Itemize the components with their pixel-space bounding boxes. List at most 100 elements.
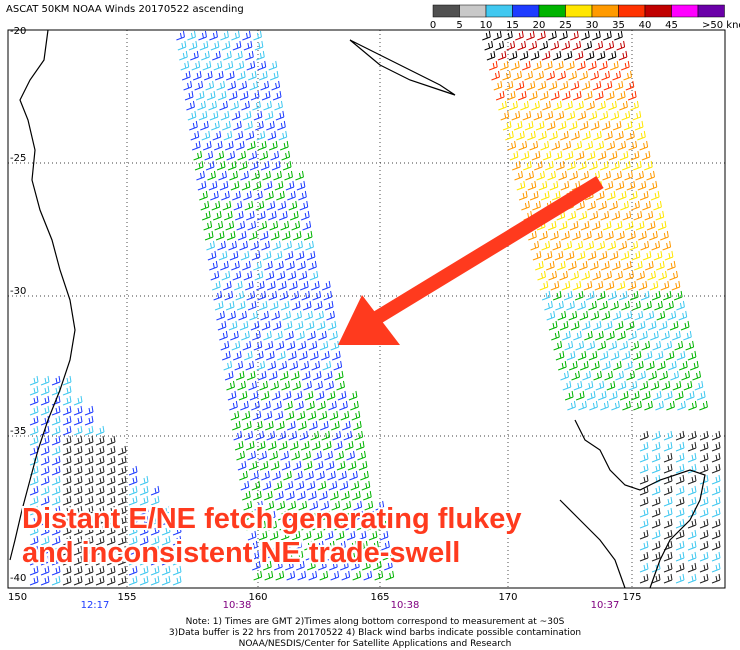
wind-barb [172,555,182,566]
wind-barb [200,200,210,211]
wind-barb [40,505,50,516]
wind-barb [246,370,256,381]
wind-barb [601,260,610,271]
wind-barb [51,555,61,566]
wind-barb [581,80,591,91]
wind-barb [139,575,149,586]
wind-barb [583,90,593,101]
wind-barb [639,496,649,507]
wind-barb [687,573,697,584]
wind-barb [51,565,61,576]
wind-barb [274,100,283,111]
wind-barb [311,440,321,451]
wind-barb [564,100,573,111]
wind-barb [275,570,285,581]
wind-barb [233,350,242,361]
wind-barb [161,545,171,556]
wind-barb [699,540,709,551]
wind-barb [553,340,563,351]
wind-barb [271,80,281,91]
wind-barb [577,300,586,311]
wind-barb [293,540,302,551]
wind-barb [297,260,306,271]
wind-barb [29,515,39,526]
wind-barb [195,90,205,101]
wind-barb [261,240,270,251]
wind-barb [687,529,697,540]
wind-barb [311,280,320,291]
wind-barb [699,452,709,463]
wind-barb [204,230,214,241]
wind-barb [248,230,258,241]
lat-label: -40 [10,573,26,584]
wind-barb [51,405,61,416]
wind-barb [639,463,649,474]
wind-barb [219,100,228,111]
wind-barb [222,200,232,211]
wind-barb [221,190,230,201]
wind-barb [675,573,685,584]
wind-barb [641,340,651,351]
wind-barb [598,250,608,261]
wind-barb [232,190,241,201]
wind-barb [84,545,94,556]
wind-barb [606,140,616,151]
wind-barb [669,270,678,281]
wind-barb [128,475,138,486]
wind-barb [256,130,266,141]
wind-barb [603,80,613,91]
wind-barb [334,520,343,531]
wind-barb [531,100,540,111]
wind-barb [652,390,662,401]
wind-barb [161,525,171,536]
wind-barb [237,380,246,391]
wind-barb [301,370,311,381]
colorbar-label: 0 [430,20,436,31]
lon-label: 165 [370,592,389,603]
wind-barb [547,220,557,231]
wind-barb [210,190,219,201]
wind-barb [203,220,213,231]
lon-label: 170 [498,592,517,603]
wind-barb [84,475,94,486]
wind-barb [84,415,94,426]
wind-barb [297,340,307,351]
wind-barb [251,250,261,261]
wind-barb [576,250,586,261]
wind-barb [184,90,194,101]
wind-barb [600,160,609,171]
wind-barb [339,480,349,491]
wind-barb [287,190,296,201]
wind-barb [683,380,693,391]
wind-barb [181,70,191,81]
wind-barb [614,270,623,281]
wind-barb [40,395,50,406]
wind-barb [305,470,314,481]
wind-barb [223,130,233,141]
wind-barb [505,130,514,141]
wind-barb [73,415,83,426]
wind-barb [117,575,127,586]
wind-barb [106,565,116,576]
wind-barb [309,420,318,431]
wind-barb [308,490,317,501]
wind-barb [361,480,371,491]
wind-barb [84,515,94,526]
wind-barb [211,120,220,131]
wind-barb [687,562,697,573]
wind-barb [675,540,685,551]
wind-barb [296,410,306,421]
wind-barb [128,495,138,506]
wind-barb [699,496,709,507]
wind-barb [217,90,227,101]
wind-barb [299,350,308,361]
wind-barb [220,340,230,351]
wind-barb [354,510,364,521]
wind-barb [351,410,361,421]
wind-barb [73,495,83,506]
new-zealand-coast [559,419,706,589]
wind-barb [257,370,267,381]
wind-barb [29,405,39,416]
wind-barb [40,475,50,486]
wind-barb [575,340,585,351]
